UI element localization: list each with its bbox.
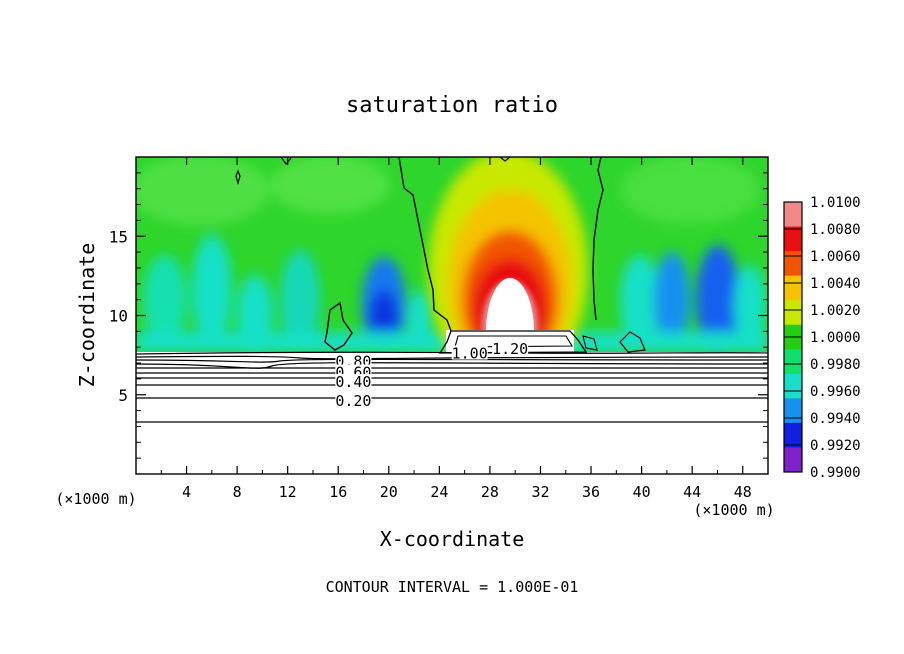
- contour-layer-lines: [136, 351, 768, 423]
- contour-label-bg: [335, 374, 372, 389]
- colorbar-swatch: [784, 373, 802, 399]
- colorbar-swatch: [784, 447, 802, 473]
- colorbar-label: 1.0060: [810, 249, 861, 265]
- x-tick-label: 4: [182, 483, 191, 501]
- contours: [136, 157, 768, 423]
- contour-interval-note: CONTOUR INTERVAL = 1.000E-01: [326, 578, 579, 596]
- colorbar-label: 0.9900: [810, 465, 861, 481]
- contour-label-bg: [335, 393, 372, 408]
- x-unit-left: (×1000 m): [55, 490, 136, 508]
- lower-white: [136, 352, 768, 474]
- contour-blip-small: [235, 169, 241, 186]
- contour-label: 1.00: [452, 345, 488, 363]
- contour-label-bg: [451, 345, 488, 360]
- colorbar-swatch: [784, 226, 802, 252]
- colorbar-swatch: [784, 349, 802, 375]
- contour-cell-40: [619, 331, 646, 353]
- colorbar-label: 1.0000: [810, 330, 861, 346]
- field-variation: [136, 157, 768, 355]
- x-tick-label: 32: [531, 483, 549, 501]
- plot-area: [136, 157, 768, 474]
- contour-blip-top: [280, 157, 292, 165]
- contour-left-plume: [398, 157, 452, 332]
- x-tick-label: 24: [430, 483, 448, 501]
- colorbar-swatch: [784, 300, 802, 326]
- x-tick-label: 40: [633, 483, 651, 501]
- contour-right-plume: [592, 157, 604, 321]
- x-tick-label: 20: [380, 483, 398, 501]
- colorbar-label: 0.9920: [810, 438, 861, 454]
- contour-cell-35: [582, 335, 598, 351]
- x-tick-label: 8: [233, 483, 242, 501]
- x-unit-right: (×1000 m): [693, 501, 774, 519]
- contour-cell-16: [324, 301, 353, 351]
- y-tick-label: 15: [109, 227, 128, 246]
- colorbar-label: 0.9960: [810, 384, 861, 400]
- y-axis-label: Z-coordinate: [75, 243, 99, 388]
- colorbar-label: 1.0040: [810, 276, 861, 292]
- colorbar: 1.0100 1.0080 1.0060 1.0040 1.0020 1.0000 0.99…: [783, 195, 861, 481]
- colorbar-swatch: [784, 251, 802, 277]
- colorbar-label: 1.0100: [810, 195, 861, 211]
- contour-label-bg: [492, 340, 529, 355]
- y-tick-label: 5: [118, 386, 128, 405]
- colorbar-swatch: [784, 398, 802, 424]
- contour-label: 0.20: [335, 392, 371, 410]
- x-tick-label: 44: [683, 483, 701, 501]
- x-axis: 4 8 12 16 20 24 28 32 36 40 44 48: [160, 157, 752, 501]
- colorbar-swatch: [784, 422, 802, 448]
- contour-labels: 0.800.600.400.201.00 1.20: [335, 340, 528, 410]
- colorbar-label: 0.9940: [810, 411, 861, 427]
- x-tick-label: 48: [734, 483, 752, 501]
- x-tick-label: 16: [329, 483, 347, 501]
- chart-title: saturation ratio: [346, 93, 558, 118]
- x-tick-label: 12: [279, 483, 297, 501]
- x-tick-label: 36: [582, 483, 600, 501]
- contour-cloud-inner: [454, 335, 573, 348]
- x-tick-label: 28: [481, 483, 499, 501]
- colorbar-label: 1.0080: [810, 222, 861, 238]
- colorbar-label: 1.0020: [810, 303, 861, 319]
- contour-blip-top2: [499, 157, 511, 162]
- contour-label: 0.40: [335, 373, 371, 391]
- contour-label-bg: [335, 353, 372, 368]
- colorbar-label: 0.9980: [810, 357, 861, 373]
- contour-label: 1.20: [492, 340, 528, 358]
- y-tick-label: 10: [109, 307, 128, 326]
- y-axis: 5 10 15: [109, 172, 768, 459]
- colorbar-swatch: [784, 275, 802, 301]
- x-axis-label: X-coordinate: [380, 527, 525, 551]
- colorbar-swatch: [784, 202, 802, 228]
- contour-cloud-box: [438, 330, 588, 354]
